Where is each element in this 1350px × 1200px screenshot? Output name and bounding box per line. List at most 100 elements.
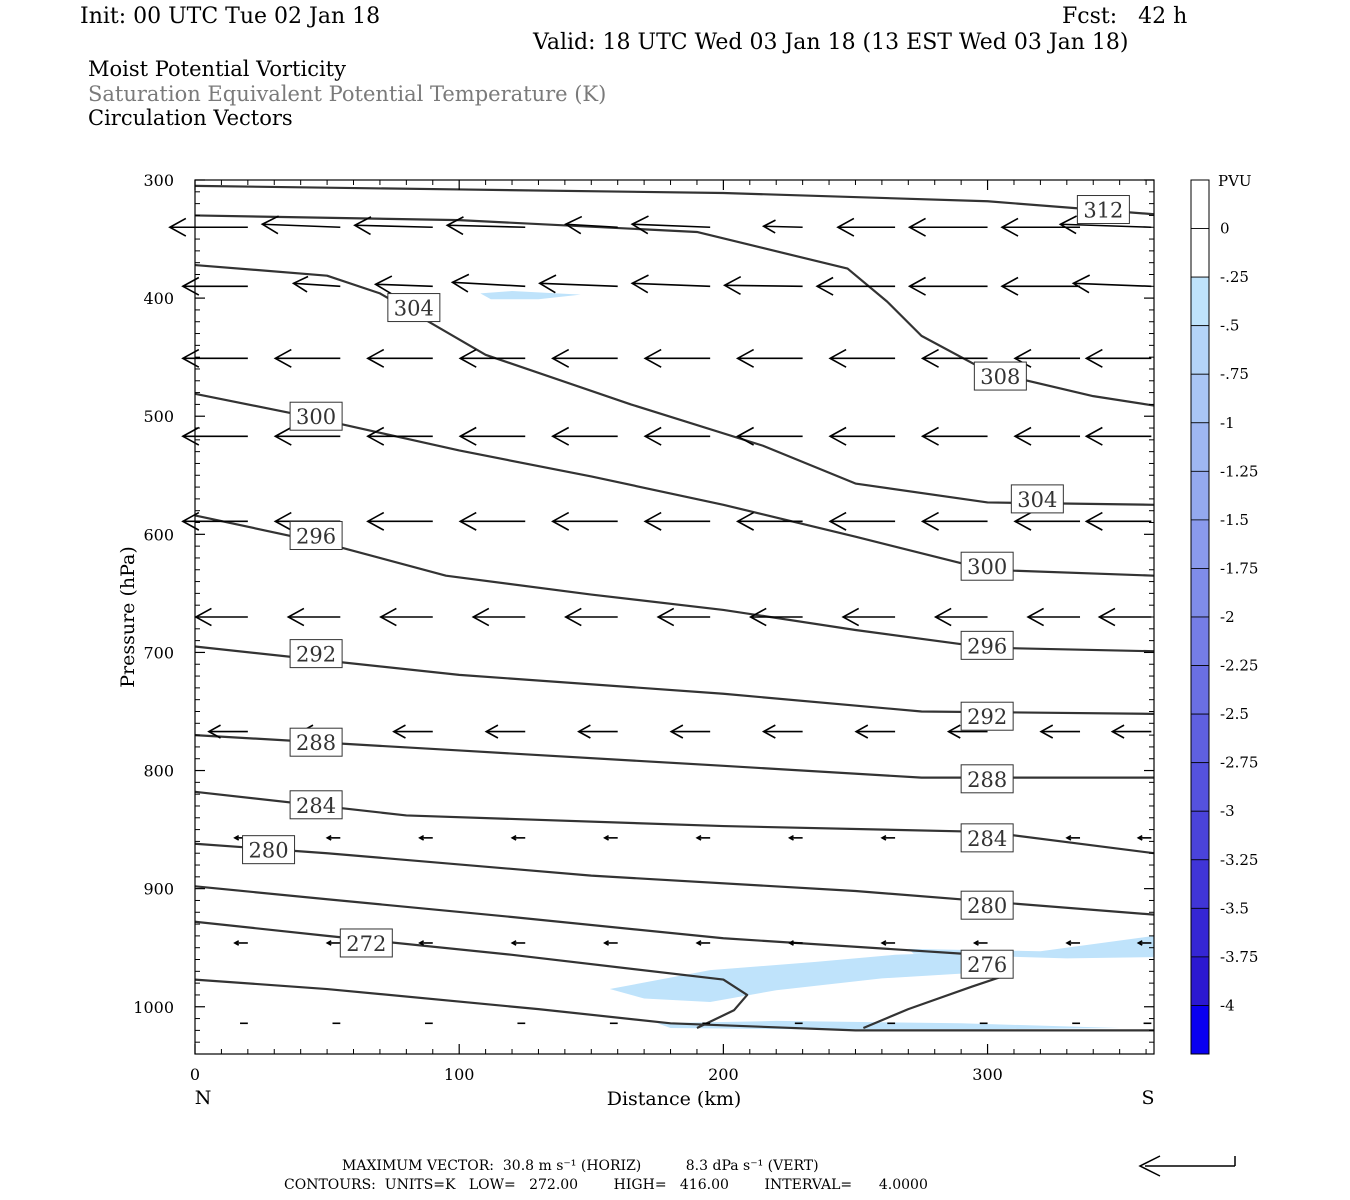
vector-head [471, 607, 490, 627]
vector-arrow [538, 274, 618, 294]
contour-label-text: 284 [967, 827, 1007, 851]
vector-head [564, 607, 582, 627]
vector-head [695, 835, 702, 841]
valid-time: Valid: 18 UTC Wed 03 Jan 18 (13 EST Wed … [533, 30, 1129, 55]
y-axis-title: Pressure (hPa) [117, 546, 139, 688]
vector-head [273, 348, 292, 368]
vector-shaft [632, 282, 711, 288]
y-tick-label: 1000 [133, 998, 174, 1017]
vector-head [933, 607, 952, 627]
vector-head [260, 215, 279, 235]
contour-268-12 [194, 978, 1154, 1032]
pv-shading-layer [480, 291, 1154, 1030]
y-tick-label: 700 [143, 643, 174, 662]
vector-arrow [366, 426, 433, 446]
contour-label-box [289, 639, 343, 669]
contour-label: 300 [289, 401, 343, 431]
vector-arrow [373, 275, 433, 295]
vector-head [445, 216, 464, 236]
south-label: S [1141, 1087, 1154, 1109]
colorbar-label: -1.75 [1220, 559, 1258, 577]
vector-head [695, 940, 702, 946]
vector-head [787, 940, 794, 946]
vector-head [366, 511, 385, 531]
vector-shaft [354, 224, 433, 229]
colorbar-label: -3.5 [1220, 899, 1249, 917]
contour-label-text: 304 [1017, 488, 1057, 512]
init-time: Init: 00 UTC Tue 02 Jan 18 [80, 4, 381, 29]
colorbar-label: -2.25 [1220, 657, 1258, 675]
contours-note: CONTOURS: UNITS=K LOW= 272.00 HIGH= 416.… [284, 1177, 928, 1193]
vector-head [418, 835, 425, 841]
y-tick-label: 600 [143, 525, 174, 544]
vector-arrow [233, 940, 248, 946]
vector-head [379, 607, 397, 627]
vector-arrow [854, 724, 896, 739]
contour-label-box [960, 823, 1014, 853]
vector-arrow [669, 724, 711, 739]
vector-head [603, 940, 609, 946]
contour-label-box [973, 361, 1027, 391]
contour-label: 288 [960, 764, 1014, 794]
vector-head [1136, 940, 1143, 946]
contour-label-box [960, 701, 1014, 731]
vector-head [233, 835, 240, 841]
vector-head [577, 724, 591, 739]
vector-head [880, 940, 887, 946]
vector-head [484, 724, 499, 739]
vector-arrow [458, 426, 526, 446]
vector-arrow [1110, 724, 1152, 739]
colorbar-swatch [1190, 810, 1210, 861]
vector-head [1136, 835, 1143, 841]
vector-head [1084, 511, 1103, 531]
vector-head [207, 724, 221, 739]
vector-arrow [260, 215, 341, 235]
contour-label: 280 [242, 835, 296, 865]
y-tick-label: 800 [143, 762, 174, 781]
vector-head [841, 607, 860, 627]
vector-arrow [1084, 426, 1152, 446]
vector-shaft [452, 281, 526, 288]
vector-arrow [510, 940, 526, 946]
vector-arrow [273, 348, 341, 368]
contour-label-text: 288 [296, 731, 336, 755]
vector-arrow [564, 215, 618, 235]
vector-arrow [1065, 835, 1081, 841]
contour-272-10 [194, 920, 749, 1030]
vector-arrow [735, 511, 803, 531]
colorbar-swatch [1190, 519, 1210, 569]
contour-label: 308 [973, 361, 1027, 391]
contour-label: 296 [960, 630, 1014, 660]
field-title-mpv: Moist Potential Vorticity [88, 57, 346, 81]
vector-head [366, 348, 385, 368]
vector-head [1084, 348, 1103, 368]
contour-308-1 [194, 214, 1155, 407]
contour-label: 284 [960, 823, 1014, 853]
vector-head [181, 348, 200, 368]
colorbar-swatch [1190, 762, 1210, 812]
vector-shaft [539, 282, 618, 288]
vector-arrow [933, 607, 988, 627]
colorbar-swatch [1190, 907, 1210, 958]
x-tick-label: 100 [444, 1065, 475, 1084]
vector-arrow [748, 607, 803, 627]
contour-276-9 [194, 885, 962, 955]
max-vector-note: MAXIMUM VECTOR: 30.8 m s⁻¹ (HORIZ) 8.3 d… [342, 1158, 819, 1174]
vector-arrow [695, 940, 711, 946]
vector-arrow [1071, 274, 1152, 294]
vector-head [828, 348, 847, 368]
contour-label-box [960, 630, 1014, 660]
vector-arrow [168, 217, 248, 237]
vector-head [510, 835, 517, 841]
vector-head [181, 511, 200, 531]
contour-304-2 [194, 263, 1155, 506]
vector-head [748, 607, 767, 627]
vector-head [366, 426, 385, 446]
vector-head [643, 348, 662, 368]
colorbar-label: -1.25 [1220, 462, 1258, 480]
colorbar-swatch [1190, 956, 1210, 1006]
vector-arrow [392, 724, 433, 739]
contour-label-text: 280 [967, 894, 1007, 918]
x-axis-title: Distance (km) [607, 1088, 742, 1110]
vector-arrow [366, 348, 433, 368]
